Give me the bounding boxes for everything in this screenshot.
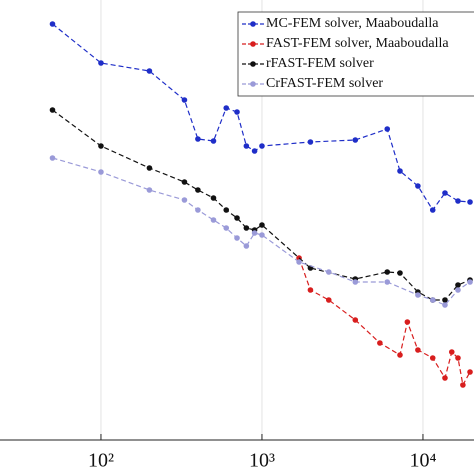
data-point (195, 187, 201, 193)
data-point (429, 297, 436, 303)
data-point (377, 340, 383, 346)
data-point (49, 21, 56, 27)
series-line (52, 157, 471, 306)
data-point (429, 355, 436, 361)
data-point (98, 60, 104, 66)
data-point (455, 198, 461, 204)
series-line (52, 109, 471, 301)
legend-label: rFAST-FEM solver (266, 56, 374, 71)
legend-marker (250, 81, 256, 87)
x-tick-label: 10³ (249, 450, 275, 472)
legend-box (237, 11, 474, 97)
data-point (146, 187, 153, 193)
data-point (181, 179, 188, 185)
legend-label: MC-FEM solver, Maaboudalla (266, 16, 439, 31)
data-point (467, 199, 473, 205)
data-point (455, 355, 461, 361)
data-point (243, 225, 250, 231)
data-point (352, 279, 359, 285)
data-point (210, 138, 217, 144)
data-point (234, 215, 240, 221)
data-point (415, 347, 421, 353)
data-point (234, 235, 240, 241)
series-line (298, 257, 471, 387)
data-point (210, 217, 217, 223)
data-point (181, 97, 188, 103)
data-point (210, 195, 217, 201)
data-point (404, 319, 411, 325)
data-point (384, 279, 391, 285)
data-point (455, 287, 461, 293)
data-point (259, 222, 265, 228)
data-point (429, 207, 436, 213)
data-point (325, 269, 332, 275)
data-point (98, 143, 104, 149)
data-point (195, 136, 201, 142)
data-point (352, 317, 359, 323)
data-point (384, 126, 391, 132)
legend-label: FAST-FEM solver, Maaboudalla (266, 36, 449, 51)
data-point (146, 68, 153, 74)
data-point (325, 297, 332, 303)
data-point (251, 148, 258, 154)
legend-marker (250, 41, 256, 47)
data-point (384, 269, 391, 275)
data-point (442, 375, 448, 381)
data-point (223, 225, 230, 231)
legend-marker (250, 21, 256, 27)
data-point (243, 143, 250, 149)
legend-marker (250, 61, 256, 67)
data-point (223, 105, 230, 111)
data-point (467, 369, 473, 375)
data-point (442, 302, 448, 308)
data-point (352, 137, 359, 143)
data-point (251, 230, 258, 236)
data-point (195, 207, 201, 213)
data-point (234, 109, 240, 115)
data-point (49, 155, 56, 161)
data-point (146, 165, 153, 171)
data-point (460, 382, 466, 388)
series-line (52, 23, 471, 212)
data-point (442, 190, 448, 196)
x-tick-label: 10⁴ (409, 450, 436, 472)
data-point (259, 143, 265, 149)
data-point (243, 243, 250, 249)
data-point (223, 207, 230, 213)
x-tick-label: 10² (88, 450, 114, 472)
data-point (455, 282, 461, 288)
data-point (181, 197, 188, 203)
data-point (259, 232, 265, 238)
data-point (448, 349, 455, 355)
data-point (307, 287, 314, 293)
data-point (467, 279, 473, 285)
data-point (397, 168, 403, 174)
data-point (98, 169, 104, 175)
data-point (415, 292, 421, 298)
data-point (442, 297, 448, 303)
data-point (296, 259, 302, 265)
data-point (49, 107, 56, 113)
data-point (307, 139, 314, 145)
data-point (415, 183, 421, 189)
data-point (397, 270, 403, 276)
data-point (397, 352, 403, 358)
legend-label: CrFAST-FEM solver (266, 76, 383, 91)
